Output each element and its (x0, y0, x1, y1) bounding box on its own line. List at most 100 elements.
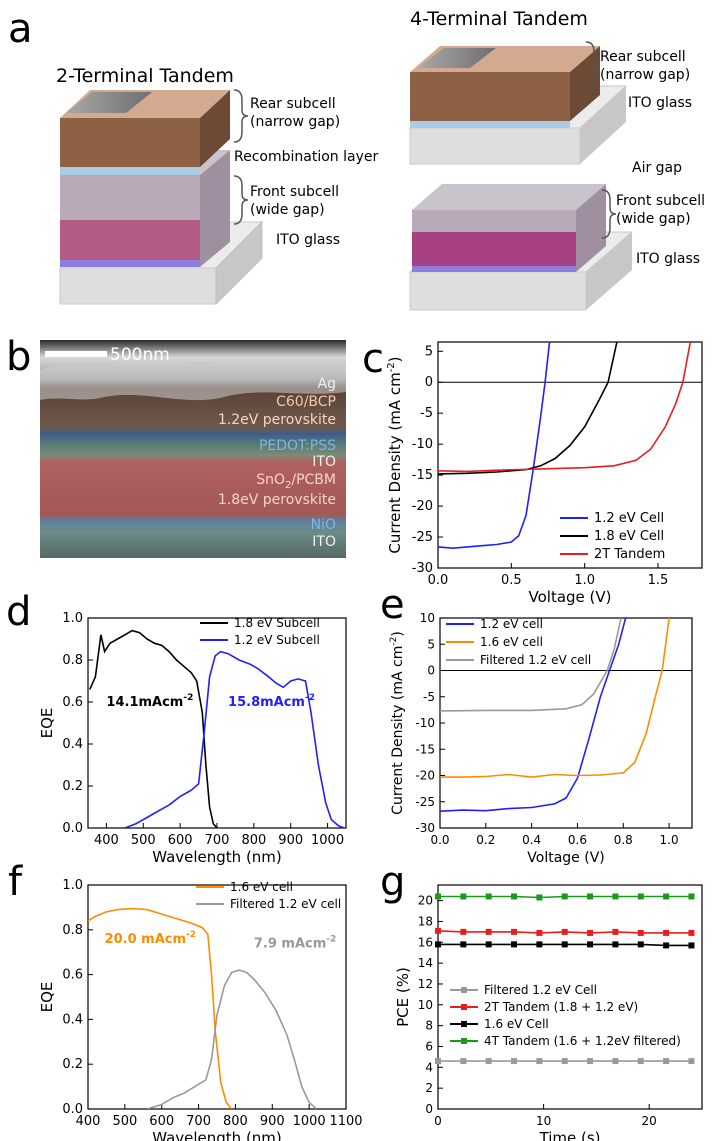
panel-letter-a: a (8, 6, 33, 52)
four-t-air-label: Air gap (632, 160, 682, 176)
data-point (663, 942, 670, 949)
x-tick-label: 800 (241, 833, 266, 848)
y-tick-label: 0 (425, 1102, 433, 1116)
y-tick-label: -25 (412, 530, 433, 545)
y-tick-label: 1.0 (62, 878, 83, 893)
data-point (536, 941, 543, 948)
rear-electrode-4t (418, 48, 496, 68)
x-tick-label: 1.0 (574, 573, 595, 588)
data-point (460, 928, 467, 935)
legend-marker (461, 1021, 467, 1027)
legend-label: 1.8 eV Cell (594, 529, 664, 544)
data-point (536, 1058, 543, 1065)
legend-label: Filtered 1.2 eV cell (230, 897, 341, 911)
x-axis-label: Voltage (V) (527, 850, 604, 866)
data-point (536, 929, 543, 936)
y-tick-label: 0.8 (62, 653, 83, 668)
four-t-ito-top-label: ITO glass (628, 95, 692, 111)
y-tick-label: 0.6 (62, 968, 83, 983)
series-line (438, 342, 551, 550)
series-line (440, 618, 627, 812)
legend-label: 1.2 eV Cell (594, 511, 664, 526)
sem-layer-ito1: ITO (312, 454, 336, 470)
data-point (485, 893, 492, 900)
y-tick-label: 0 (425, 375, 433, 390)
data-point (587, 941, 594, 948)
data-point (688, 893, 695, 900)
data-point (511, 1058, 518, 1065)
data-point (612, 941, 619, 948)
panel-letter-b: b (6, 334, 31, 380)
data-point (435, 1058, 441, 1065)
y-tick-label: 20 (418, 894, 433, 908)
data-point (587, 1058, 594, 1065)
sem-layer-ito2: ITO (312, 534, 336, 550)
x-tick-label: 0.6 (568, 833, 587, 847)
data-point (663, 1058, 670, 1065)
charts-layer: 0.0 0.5 1.0 1.5 5 0 -5 -10 -15 -20 -25 -30 Voltage (… (38, 341, 703, 1141)
panel-letter-c: c (362, 336, 384, 382)
y-axis-label: PCE (%) (394, 967, 412, 1027)
four-t-ito-bottom-label: ITO glass (636, 251, 700, 267)
front-subcell-side-4t (576, 184, 606, 272)
y-tick-label: -15 (415, 742, 435, 756)
panel-letter-e: e (380, 582, 405, 628)
sem-layer-pvk12: 1.2eV perovskite (218, 412, 336, 428)
data-point (561, 928, 568, 935)
rear-bracket (233, 89, 249, 143)
legend-label: 2T Tandem (594, 547, 665, 562)
two-terminal-title: 2-Terminal Tandem (56, 65, 234, 87)
legend-label: 1.6 eV Cell (484, 1017, 549, 1031)
x-tick-label: 500 (112, 1114, 137, 1129)
x-tick-label: 20 (642, 1114, 657, 1128)
ito-glass-side (215, 220, 263, 306)
data-point (612, 893, 619, 900)
sem-layer-nio: NiO (311, 517, 336, 533)
data-point (663, 893, 670, 900)
front-bracket (233, 175, 249, 225)
y-tick-label: -10 (415, 716, 435, 730)
x-tick-label: 900 (260, 1114, 285, 1129)
data-point (561, 941, 568, 948)
data-point (688, 1058, 695, 1065)
y-tick-label: -20 (415, 769, 435, 783)
y-tick-label: 1.0 (62, 611, 83, 626)
legend-label: 2T Tandem (1.8 + 1.2 eV) (484, 1000, 638, 1014)
y-tick-label: 12 (418, 977, 433, 991)
rear-subcell-side (200, 90, 230, 167)
data-point (536, 894, 543, 901)
x-tick-label: 700 (186, 1114, 211, 1129)
four-terminal-stack: 4-Terminal Tandem Rear subcell (narrow g… (408, 8, 705, 311)
rear-subcell-front (60, 118, 200, 167)
x-tick-label: 0.0 (428, 573, 449, 588)
x-tick-label: 400 (76, 1114, 101, 1129)
x-tick-label: 0.5 (501, 573, 522, 588)
sem-top-texture (40, 357, 346, 401)
sem-layer-c60: C60/BCP (276, 394, 336, 410)
y-tick-label: 0 (427, 664, 435, 678)
y-tick-label: 10 (420, 611, 435, 625)
two-t-recomb-label: Recombination layer (234, 149, 378, 165)
y-tick-label: 16 (418, 935, 433, 949)
y-axis-label: Current Density (mA cm-2) (386, 356, 404, 553)
y-tick-label: 8 (425, 1019, 433, 1033)
x-axis-label: Wavelength (nm) (152, 848, 282, 866)
two-t-front-label-1: Front subcell (250, 184, 339, 200)
chart-d: 400 500 600 700 800 900 1000 0.0 0.2 0.4 0.6 0.8 1.0… (38, 611, 347, 866)
four-terminal-title: 4-Terminal Tandem (410, 8, 588, 30)
data-point (637, 893, 644, 900)
y-tick-label: -30 (415, 821, 435, 835)
x-tick-label: 500 (131, 833, 156, 848)
y-tick-label: 5 (425, 344, 433, 359)
legend-marker (461, 987, 467, 993)
y-tick-label: 0.0 (62, 1102, 83, 1117)
x-tick-label: 0 (434, 1114, 442, 1128)
y-axis-label: Current Density (mA cm-2) (389, 631, 406, 815)
y-axis-label: EQE (38, 982, 56, 1013)
y-tick-label: 0.2 (62, 779, 83, 794)
data-point (511, 941, 518, 948)
rear-subcell-side-4t (570, 46, 600, 121)
y-tick-label: 14 (418, 956, 433, 970)
annotation: 20.0 mAcm-2 (105, 930, 196, 947)
